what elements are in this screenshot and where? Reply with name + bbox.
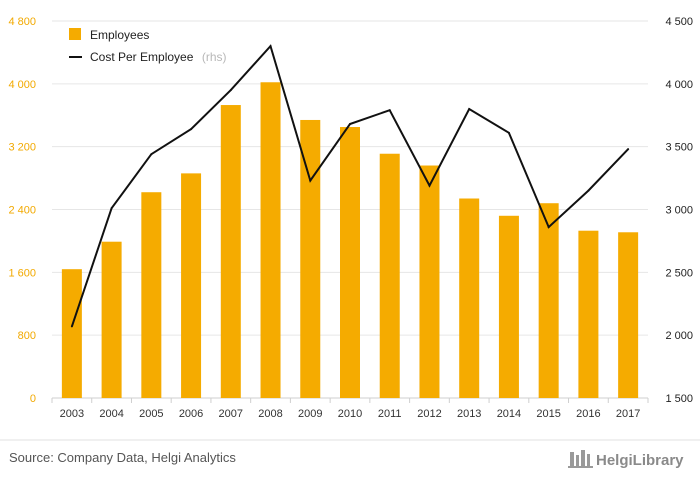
logo-text: HelgiLibrary [596,452,684,469]
left-axis-ticks: 0 800 1 600 2 400 3 200 4 000 4 800 [8,16,36,405]
legend: Employees Cost Per Employee (rhs) [69,28,227,65]
x-tick-label: 2011 [378,408,402,420]
x-tick-label: 2010 [338,408,362,420]
cost-point [349,123,351,126]
employees-bar [101,241,122,398]
employees-bar [61,269,82,398]
library-icon [568,450,593,468]
cost-point [190,128,193,131]
employees-bar [578,230,599,398]
left-tick-label: 3 200 [8,142,36,154]
right-tick-label: 2 500 [665,267,693,279]
x-tick-label: 2006 [179,408,203,420]
helgi-library-logo: HelgiLibrary [568,450,684,469]
employees-bar [618,232,639,398]
x-tick-label: 2012 [417,408,441,420]
right-tick-label: 4 500 [665,16,693,28]
x-tick-label: 2017 [616,408,640,420]
cost-point [110,207,113,210]
x-tick-label: 2014 [497,408,521,420]
legend-employees-label: Employees [90,28,149,42]
employees-bar [260,82,281,398]
employees-bar [498,215,519,398]
legend-employees-swatch [69,28,81,40]
x-tick-label: 2007 [219,408,243,420]
cost-point [70,325,73,328]
left-tick-label: 2 400 [8,205,36,217]
right-axis-ticks: 1 500 2 000 2 500 3 000 3 500 4 000 4 500 [665,16,693,405]
right-tick-label: 3 000 [665,205,693,217]
cost-point [547,226,550,229]
cost-point [468,107,471,110]
employees-bar [300,119,321,399]
employees-bar [220,105,241,398]
left-tick-label: 1 600 [8,267,36,279]
employees-bars [61,82,639,399]
x-tick-label: 2015 [536,408,560,420]
cost-point [229,89,232,92]
employees-bar [419,165,440,398]
legend-cost-name: Cost Per Employee [90,50,194,64]
legend-cost-label: Cost Per Employee (rhs) [90,48,227,65]
x-tick-label: 2016 [576,408,600,420]
left-tick-label: 0 [30,393,36,405]
employees-bar [141,192,162,398]
employees-bar [538,203,559,398]
x-tick-label: 2008 [258,408,282,420]
cost-point [507,131,510,134]
x-tick-label: 2013 [457,408,481,420]
cost-point [388,109,391,112]
x-tick-label: 2009 [298,408,322,420]
legend-cost-rhs: (rhs) [202,50,227,64]
cost-point [627,148,630,151]
left-tick-label: 4 800 [8,16,36,28]
employees-bar [379,153,400,398]
cost-point [587,189,590,192]
source-text: Source: Company Data, Helgi Analytics [9,450,236,465]
cost-point [309,179,312,182]
right-tick-label: 1 500 [665,393,693,405]
employees-bar [340,127,360,398]
cost-point [269,45,272,48]
employees-bar [459,198,480,398]
x-axis-ticks: 2003 2004 2005 2006 2007 2008 2009 2010 2011 2012… [51,398,649,420]
x-tick-label: 2003 [60,408,84,420]
left-tick-label: 800 [18,330,36,342]
left-tick-label: 4 000 [8,79,36,91]
right-tick-label: 2 000 [665,330,693,342]
employees-bar [181,173,202,398]
cost-point [428,184,431,187]
cost-point [150,153,153,156]
right-tick-label: 3 500 [665,142,693,154]
cost-per-employee-line [70,44,630,328]
right-tick-label: 4 000 [665,79,693,91]
x-tick-label: 2005 [139,408,163,420]
x-tick-label: 2004 [99,408,123,420]
